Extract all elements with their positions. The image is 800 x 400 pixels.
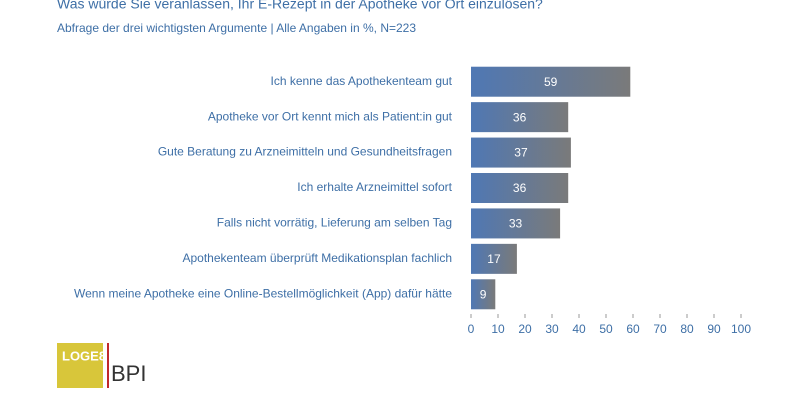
value-label: 36 (513, 181, 527, 195)
bar (471, 208, 561, 239)
chart-subtitle: Abfrage der drei wichtigsten Argumente |… (57, 21, 416, 35)
chart-title: Was würde Sie veranlassen, Ihr E-Rezept … (57, 0, 543, 12)
bpi-text: BPI (111, 361, 146, 386)
bar (471, 66, 631, 97)
value-label: 33 (509, 217, 523, 231)
x-tick-label: 20 (518, 322, 532, 336)
loge8-text: LOGE8 (62, 348, 106, 363)
value-label: 37 (514, 146, 528, 160)
x-tick-label: 70 (653, 322, 667, 336)
value-label: 9 (480, 287, 487, 301)
y-tick-label: Apothekenteam überprüft Medikationsplan … (183, 251, 453, 265)
y-tick-label: Ich erhalte Arzneimittel sofort (297, 180, 452, 194)
y-tick-label: Wenn meine Apotheke eine Online-Bestellm… (74, 286, 452, 300)
y-tick-label: Apotheke vor Ort kennt mich als Patient:… (208, 109, 453, 123)
x-tick-label: 60 (626, 322, 640, 336)
bar (471, 173, 569, 203)
x-tick-label: 10 (491, 322, 505, 336)
x-tick-label: 50 (599, 322, 613, 336)
bar (471, 243, 517, 274)
x-tick-label: 0 (468, 322, 475, 336)
loge8-logo (57, 343, 103, 388)
bar (471, 279, 496, 310)
x-tick-label: 100 (731, 322, 751, 336)
value-label: 36 (513, 110, 527, 124)
value-label: 59 (544, 75, 558, 89)
bar (471, 102, 569, 133)
y-tick-label: Gute Beratung zu Arzneimitteln und Gesun… (158, 145, 452, 159)
bar (471, 137, 571, 168)
y-tick-label: Ich kenne das Apothekenteam gut (271, 74, 453, 88)
x-tick-label: 80 (680, 322, 694, 336)
value-label: 17 (487, 252, 501, 266)
y-tick-label: Falls nicht vorrätig, Lieferung am selbe… (217, 216, 452, 230)
x-tick-label: 30 (545, 322, 559, 336)
x-tick-label: 40 (572, 322, 586, 336)
x-tick-label: 90 (707, 322, 721, 336)
